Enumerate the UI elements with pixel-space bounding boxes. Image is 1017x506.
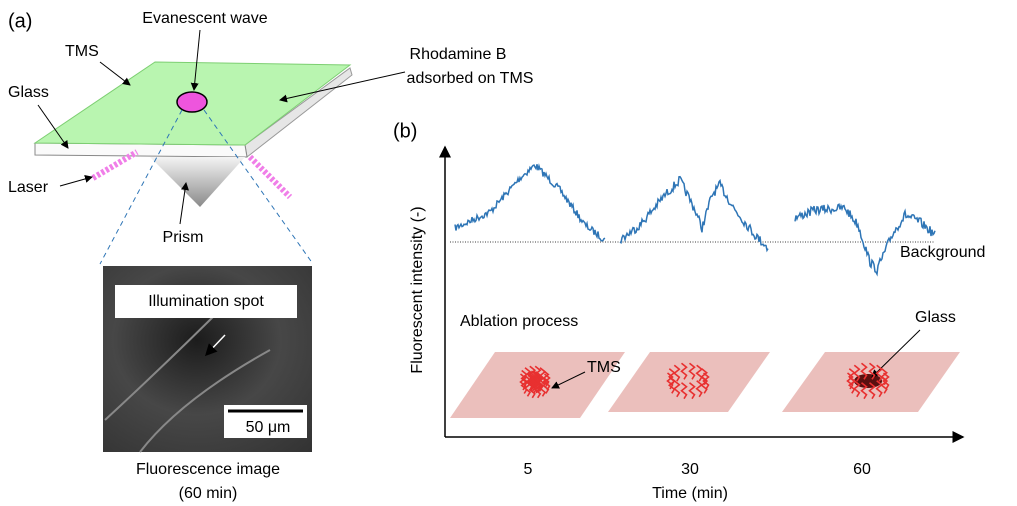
substrate xyxy=(608,352,770,412)
label: Glass xyxy=(915,309,956,326)
evanescent-spot xyxy=(177,92,207,112)
figure: (a) Illumination spot 50 μm Fluorescence… xyxy=(0,0,1017,506)
panel-a: (a) Illumination spot 50 μm Fluorescence… xyxy=(8,10,533,502)
time-label: 30 xyxy=(681,461,699,478)
label: Ablation process xyxy=(460,313,578,330)
scale-label: 50 μm xyxy=(246,419,291,436)
label: TMS xyxy=(587,359,621,376)
label: adsorbed on TMS xyxy=(407,70,534,87)
caption: Fluorescence image xyxy=(136,461,280,478)
intensity-trace xyxy=(795,204,935,274)
label: Rhodamine B xyxy=(410,46,507,63)
spot-label: Illumination spot xyxy=(148,293,264,310)
y-axis-label: Fluorescent intensity (-) xyxy=(409,206,426,373)
label: Glass xyxy=(8,84,49,101)
label: Evanescent wave xyxy=(142,10,268,27)
intensity-trace xyxy=(455,164,605,241)
time-label: 5 xyxy=(524,461,533,478)
laser-out xyxy=(250,157,290,197)
label: Background xyxy=(900,244,985,261)
panel-label: (b) xyxy=(393,120,417,142)
arrow xyxy=(100,62,130,85)
time-label: 60 xyxy=(853,461,871,478)
arrow xyxy=(60,177,92,186)
caption: (60 min) xyxy=(179,485,238,502)
intensity-trace xyxy=(620,177,768,251)
label: Laser xyxy=(8,179,49,196)
panel-label: (a) xyxy=(8,10,32,32)
x-axis-label: Time (min) xyxy=(652,485,728,502)
label: Prism xyxy=(163,229,204,246)
panel-b: (b) Fluorescent intensity (-) Background… xyxy=(393,120,985,502)
prism xyxy=(150,157,245,207)
label: TMS xyxy=(65,43,99,60)
